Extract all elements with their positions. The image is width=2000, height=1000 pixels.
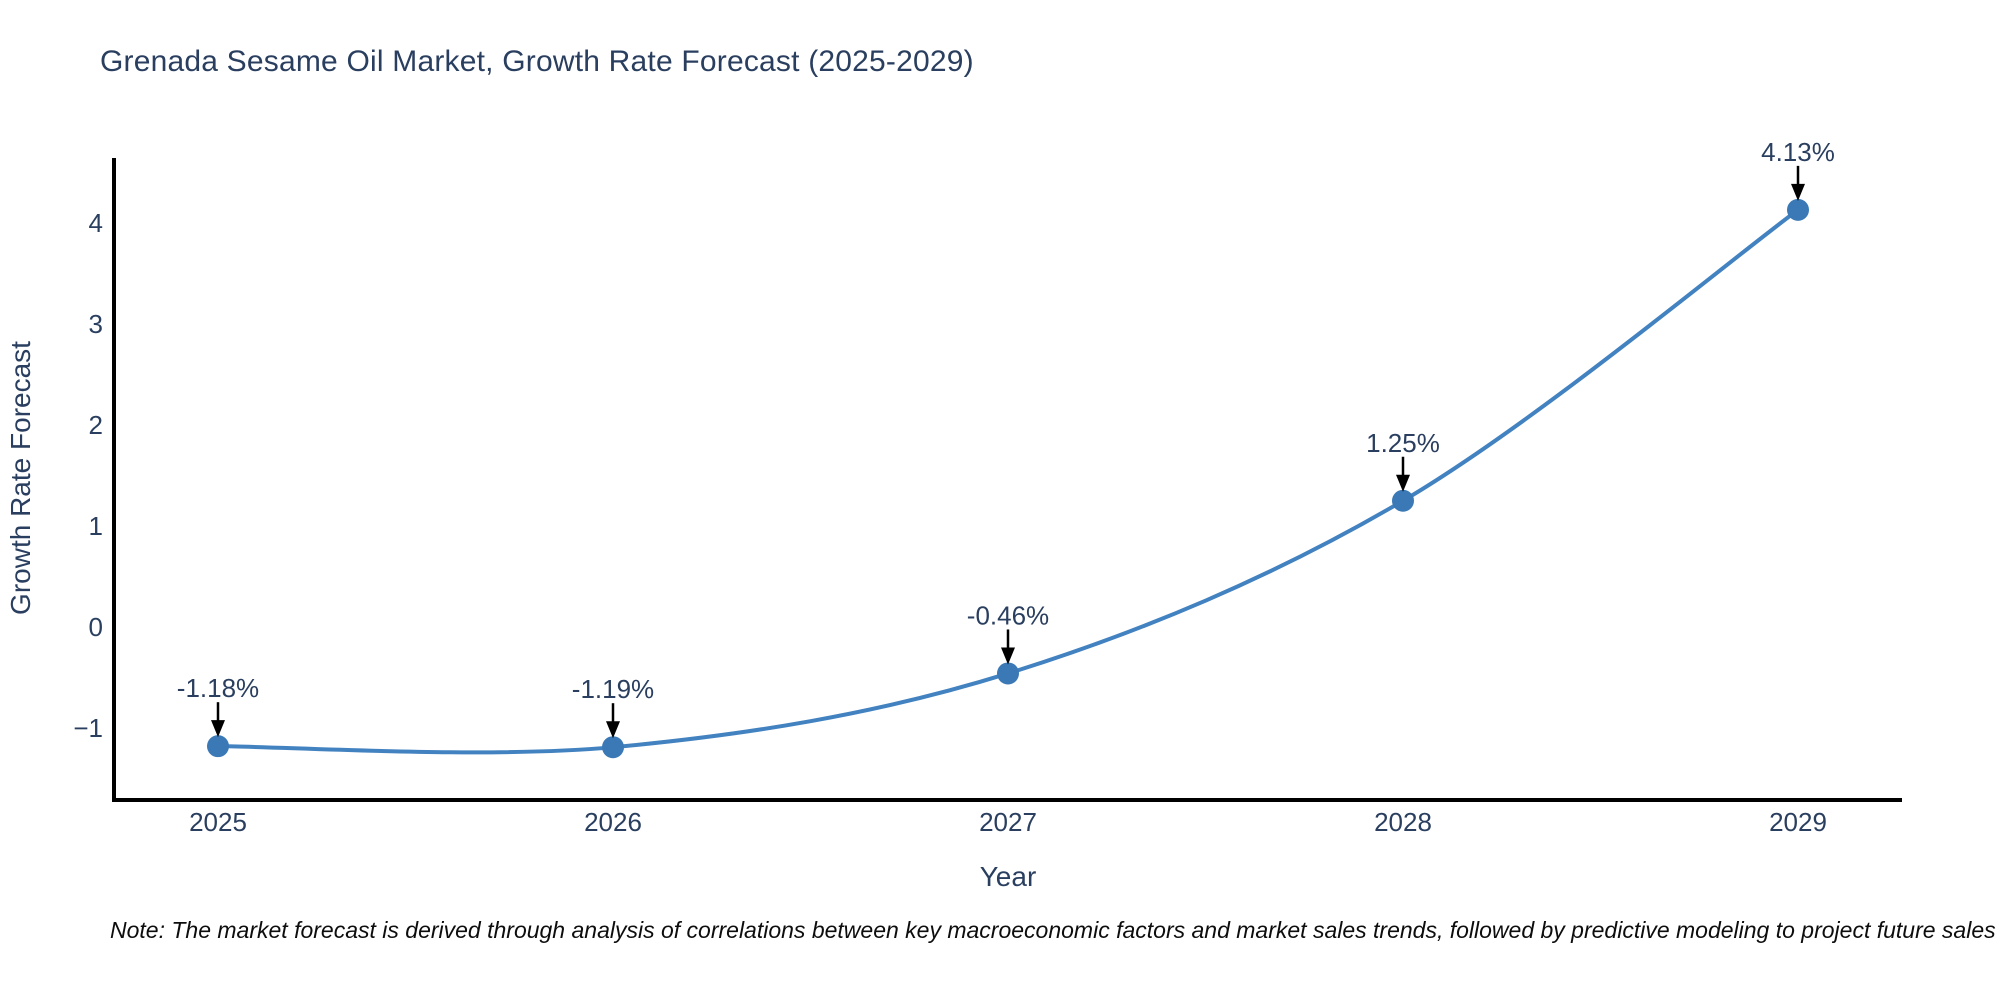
point-annotation: 1.25%	[1366, 428, 1440, 492]
data-point	[602, 736, 624, 759]
y-tick-labels: 4 3 2 1 0 −1	[73, 208, 103, 743]
annotation-arrow-head	[211, 720, 225, 738]
point-annotation-label: -0.46%	[967, 600, 1049, 630]
data-point-markers	[207, 198, 1809, 759]
x-tick-label: 2026	[584, 807, 642, 837]
point-annotation-label: 4.13%	[1761, 137, 1835, 167]
annotation-arrow-head	[1396, 474, 1410, 492]
data-point	[1787, 198, 1809, 221]
y-axis-title: Growth Rate Forecast	[5, 341, 36, 615]
point-annotation: -0.46%	[967, 600, 1049, 665]
chart-title: Grenada Sesame Oil Market, Growth Rate F…	[100, 45, 974, 78]
point-annotations: -1.18% -1.19% -0.46% 1.25% 4.13%	[177, 137, 1835, 739]
point-annotation-label: 1.25%	[1366, 428, 1440, 458]
point-annotation: 4.13%	[1761, 137, 1835, 201]
annotation-arrow-head	[1791, 183, 1805, 201]
point-annotation-label: -1.19%	[572, 674, 654, 704]
y-tick-label: 0	[89, 612, 103, 642]
x-tick-label: 2027	[979, 807, 1037, 837]
annotation-arrow-head	[606, 721, 620, 739]
footnote: Note: The market forecast is derived thr…	[110, 917, 1996, 943]
x-tick-label: 2025	[189, 807, 247, 837]
data-point	[1392, 489, 1414, 512]
point-annotation: -1.19%	[572, 674, 654, 739]
y-tick-label: 3	[89, 309, 103, 339]
y-tick-label: 1	[89, 511, 103, 541]
x-tick-labels: 2025 2026 2027 2028 2029	[189, 807, 1827, 837]
data-point	[207, 735, 229, 758]
y-tick-label: 4	[89, 208, 103, 238]
data-point	[997, 662, 1019, 685]
x-tick-label: 2028	[1374, 807, 1432, 837]
x-tick-label: 2029	[1769, 807, 1827, 837]
x-axis-title: Year	[980, 861, 1037, 892]
point-annotation-label: -1.18%	[177, 673, 259, 703]
annotation-arrow-head	[1001, 647, 1015, 665]
y-tick-label: −1	[73, 713, 103, 743]
point-annotation: -1.18%	[177, 673, 259, 738]
y-tick-label: 2	[89, 410, 103, 440]
